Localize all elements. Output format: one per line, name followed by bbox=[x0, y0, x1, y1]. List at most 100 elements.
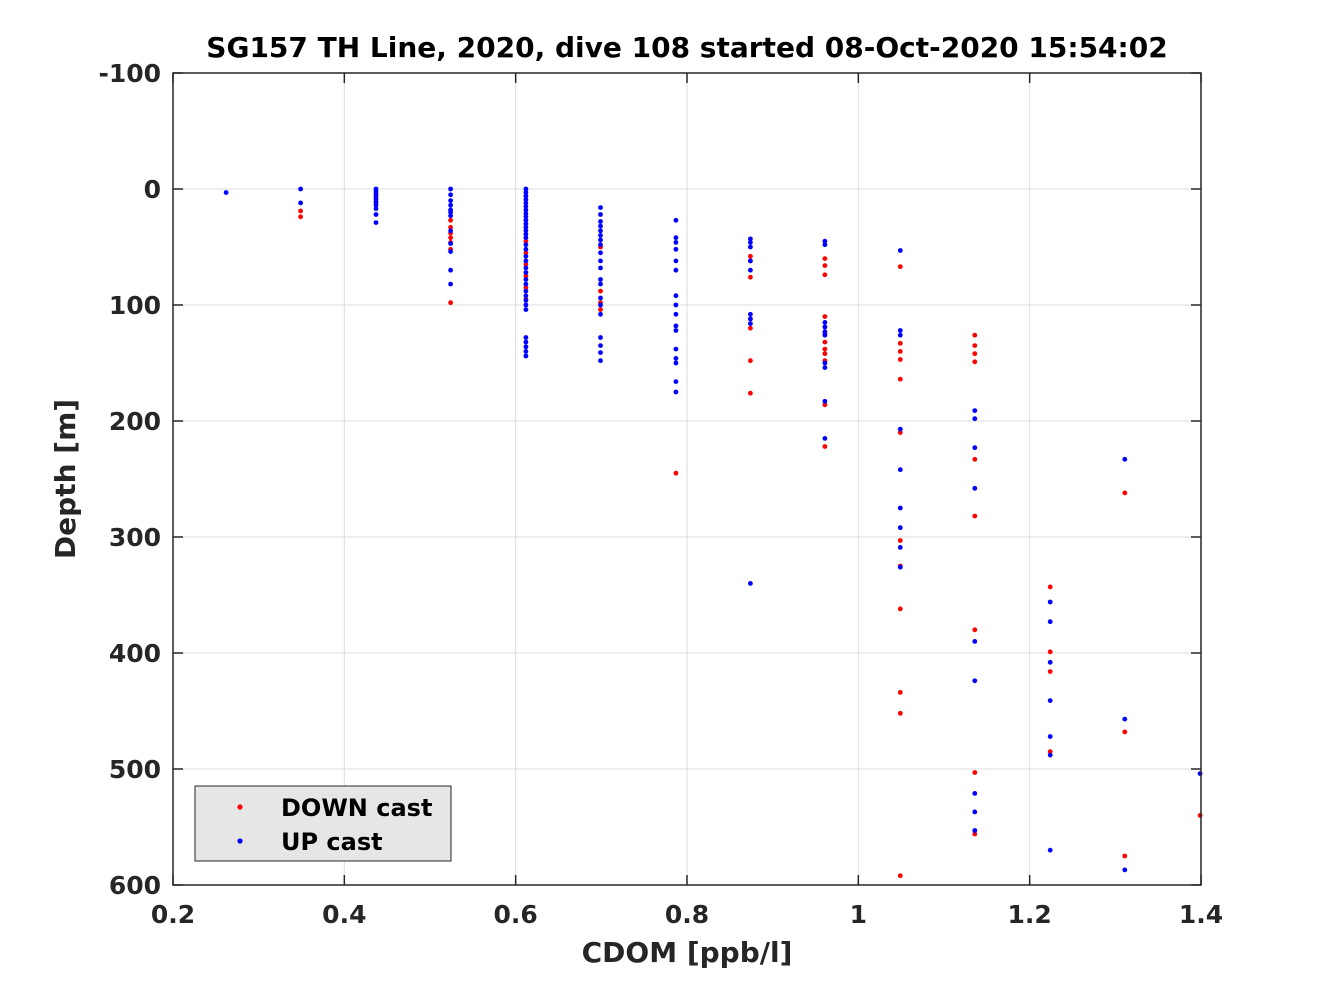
up-cast-point bbox=[598, 295, 603, 301]
up-cast-point bbox=[598, 228, 603, 234]
down-cast-point bbox=[822, 272, 828, 278]
up-cast-point bbox=[673, 246, 679, 252]
up-cast-point bbox=[298, 200, 303, 206]
legend-label-up-cast: UP cast bbox=[281, 828, 383, 856]
up-cast-point bbox=[972, 791, 978, 796]
down-cast-point bbox=[897, 710, 903, 716]
up-cast-point bbox=[748, 581, 753, 586]
up-cast-point bbox=[822, 320, 828, 325]
up-cast-point bbox=[523, 339, 529, 345]
y-tick-label: 600 bbox=[109, 871, 161, 900]
up-cast-point bbox=[523, 298, 529, 303]
up-cast-point bbox=[673, 379, 679, 384]
up-cast-point bbox=[673, 302, 679, 308]
up-cast-point bbox=[897, 332, 903, 338]
x-tick-label: 1.4 bbox=[1179, 900, 1223, 929]
y-tick-label: -100 bbox=[98, 59, 161, 88]
up-cast-point bbox=[598, 250, 603, 256]
up-cast-point bbox=[1047, 619, 1053, 625]
up-cast-point bbox=[448, 249, 453, 255]
down-cast-point bbox=[448, 300, 453, 306]
up-cast-point bbox=[748, 236, 753, 242]
up-cast-point bbox=[598, 242, 603, 248]
up-cast-point bbox=[523, 214, 529, 220]
up-cast-point bbox=[972, 445, 978, 451]
down-cast-point bbox=[1122, 729, 1128, 735]
up-cast-point bbox=[523, 288, 529, 294]
up-cast-point bbox=[523, 224, 529, 230]
up-cast-point bbox=[448, 198, 453, 204]
up-cast-point bbox=[822, 242, 828, 248]
up-cast-point bbox=[673, 356, 679, 361]
down-cast-point bbox=[448, 235, 453, 241]
x-tick-label: 1 bbox=[850, 900, 867, 929]
grid-lines bbox=[172, 72, 1202, 886]
y-tick-label: 100 bbox=[109, 291, 161, 320]
down-cast-point bbox=[598, 307, 603, 312]
y-tick-label: 300 bbox=[109, 523, 161, 552]
up-cast-point bbox=[298, 186, 303, 192]
down-cast-point bbox=[972, 513, 978, 519]
up-cast-point bbox=[523, 200, 529, 206]
y-tick-label: 0 bbox=[144, 175, 161, 204]
up-cast-point bbox=[822, 436, 828, 441]
up-cast-point bbox=[673, 389, 679, 395]
down-cast-point bbox=[972, 770, 978, 775]
up-cast-point bbox=[748, 244, 753, 250]
up-cast-point bbox=[748, 311, 753, 317]
up-cast-point bbox=[448, 281, 453, 287]
down-cast-point bbox=[1047, 749, 1053, 754]
up-cast-point bbox=[598, 265, 603, 271]
up-cast-point bbox=[523, 302, 529, 308]
up-cast-point bbox=[598, 343, 603, 348]
down-cast-point bbox=[972, 343, 978, 348]
down-cast-point bbox=[822, 339, 828, 345]
up-cast-point bbox=[673, 323, 679, 329]
up-cast-point bbox=[673, 360, 679, 366]
up-cast-point bbox=[1122, 867, 1128, 873]
down-cast-point bbox=[523, 273, 529, 279]
up-cast-point bbox=[673, 311, 679, 317]
up-cast-point bbox=[673, 217, 679, 223]
down-cast-point bbox=[897, 538, 903, 543]
down-cast-point bbox=[298, 214, 303, 220]
up-cast-point bbox=[598, 258, 603, 264]
up-cast-point bbox=[523, 197, 529, 202]
up-cast-point bbox=[598, 302, 603, 308]
up-cast-point bbox=[897, 525, 903, 531]
y-tick-label: 500 bbox=[109, 755, 161, 784]
data-points bbox=[223, 186, 1203, 879]
up-cast-point bbox=[448, 228, 453, 234]
down-cast-point bbox=[897, 873, 903, 879]
legend-box bbox=[194, 785, 452, 862]
up-cast-point bbox=[1197, 771, 1203, 776]
up-cast-point bbox=[523, 211, 529, 216]
up-cast-point bbox=[1047, 847, 1053, 853]
tick-labels: 0.2 0.4 0.6 0.8 1 1.2 1.4 -100 0 100 200 300 400 500 6… bbox=[98, 59, 1223, 929]
down-cast-point bbox=[822, 346, 828, 352]
y-axis-label: Depth [m] bbox=[49, 399, 82, 559]
up-cast-point bbox=[523, 265, 529, 271]
up-cast-point bbox=[897, 505, 903, 511]
up-cast-point bbox=[523, 193, 529, 199]
up-cast-point bbox=[1122, 456, 1128, 462]
up-cast-point bbox=[523, 217, 529, 223]
up-cast-point bbox=[598, 219, 603, 224]
up-cast-point bbox=[897, 545, 903, 550]
up-cast-point bbox=[822, 329, 828, 335]
down-cast-point bbox=[822, 444, 828, 449]
down-cast-point bbox=[972, 359, 978, 365]
down-cast-point bbox=[972, 831, 978, 837]
down-cast-point bbox=[897, 376, 903, 382]
up-cast-point bbox=[523, 228, 529, 234]
up-cast-point bbox=[748, 321, 753, 326]
up-cast-point bbox=[598, 311, 603, 317]
down-cast-point bbox=[1047, 669, 1053, 674]
down-cast-point bbox=[897, 357, 903, 362]
up-cast-point bbox=[523, 242, 529, 248]
down-cast-point bbox=[972, 627, 978, 633]
down-cast-point bbox=[822, 351, 828, 357]
up-cast-point bbox=[523, 207, 529, 213]
up-cast-point bbox=[972, 416, 978, 422]
y-tick-label: 400 bbox=[109, 639, 161, 668]
